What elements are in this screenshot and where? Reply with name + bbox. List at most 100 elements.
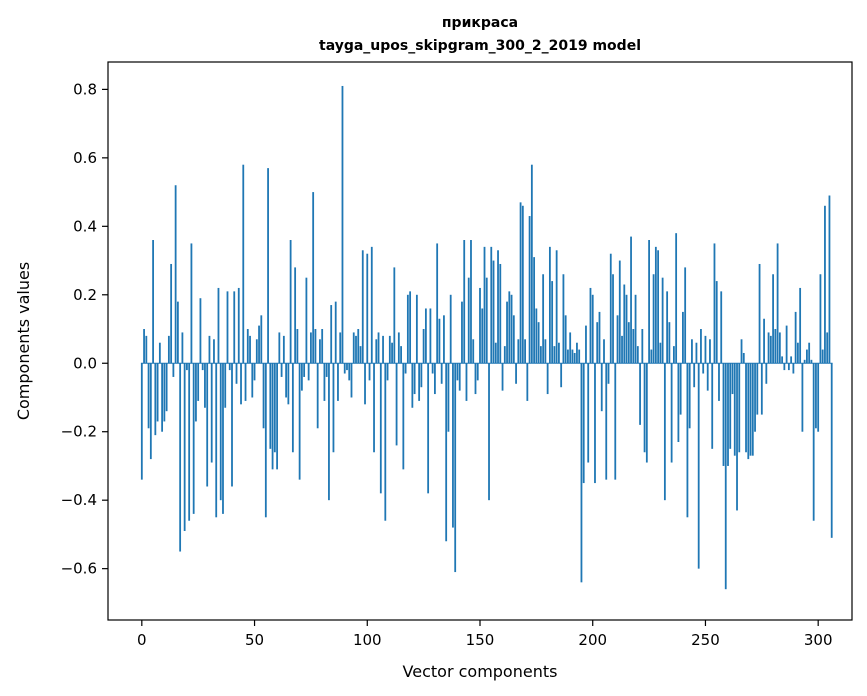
bar-230 (659, 342, 662, 364)
bar-223 (643, 363, 646, 453)
bar-56 (267, 168, 269, 364)
bar-288 (790, 356, 793, 364)
bar-105 (377, 332, 380, 364)
bar-270 (749, 363, 752, 456)
x-tick-label: 250 (691, 631, 720, 649)
bar-221 (639, 363, 641, 425)
bar-178 (542, 274, 545, 364)
bar-165 (512, 315, 515, 364)
bar-238 (677, 363, 680, 442)
bar-177 (539, 346, 542, 364)
bar-196 (582, 363, 585, 484)
bar-296 (808, 342, 811, 364)
bar-17 (179, 363, 182, 552)
bar-240 (682, 311, 684, 364)
bar-304 (826, 332, 829, 364)
bar-148 (474, 363, 477, 395)
bar-258 (722, 363, 725, 466)
bar-40 (231, 363, 233, 487)
bar-103 (373, 363, 375, 453)
bar-4 (149, 363, 152, 460)
bar-282 (776, 243, 779, 364)
bar-257 (720, 291, 723, 364)
x-tick-label: 0 (137, 631, 147, 649)
bar-63 (282, 335, 285, 364)
bar-138 (452, 363, 454, 528)
bar-20 (186, 363, 188, 371)
bar-245 (693, 363, 696, 388)
bar-195 (580, 363, 583, 583)
bar-162 (506, 301, 508, 364)
bar-44 (240, 363, 242, 405)
bar-119 (409, 291, 412, 364)
bar-276 (763, 318, 765, 364)
bar-172 (528, 216, 531, 364)
bar-71 (300, 363, 303, 391)
bar-80 (321, 329, 324, 364)
bar-184 (555, 250, 558, 364)
bar-171 (526, 363, 529, 401)
bar-84 (330, 305, 333, 364)
bar-243 (688, 363, 691, 429)
bar-185 (558, 342, 560, 364)
bar-49 (251, 363, 254, 398)
bar-22 (190, 243, 193, 364)
x-axis-label: Vector components (403, 662, 558, 681)
bar-85 (332, 363, 335, 453)
bar-97 (359, 346, 362, 364)
bar-47 (246, 329, 249, 364)
bar-155 (490, 246, 493, 364)
bar-82 (325, 363, 328, 377)
y-tick-label: −0.6 (61, 560, 97, 578)
bar-227 (652, 274, 655, 364)
bar-75 (310, 332, 312, 364)
bar-110 (388, 335, 391, 364)
bar-231 (661, 277, 664, 364)
x-tick-label: 200 (578, 631, 607, 649)
bar-24 (195, 363, 197, 422)
bar-73 (305, 277, 308, 364)
bar-219 (634, 294, 637, 364)
bar-183 (553, 346, 556, 364)
bar-45 (242, 164, 245, 364)
bar-182 (551, 281, 554, 364)
bar-262 (731, 363, 734, 395)
bar-50 (253, 363, 256, 381)
bar-234 (668, 322, 671, 364)
bar-246 (695, 342, 698, 364)
bar-229 (657, 250, 660, 364)
bar-168 (519, 202, 522, 364)
bar-159 (499, 263, 502, 364)
bar-149 (476, 363, 479, 381)
bar-156 (492, 260, 495, 364)
y-tick-label: 0.6 (73, 149, 97, 167)
bar-266 (740, 339, 743, 364)
bar-89 (341, 85, 344, 364)
bar-48 (249, 335, 251, 364)
bar-3 (147, 363, 150, 429)
bar-253 (711, 363, 714, 449)
bar-242 (686, 363, 689, 518)
bar-254 (713, 243, 716, 364)
bar-166 (515, 363, 517, 384)
bar-78 (316, 363, 319, 429)
bar-54 (262, 363, 265, 429)
bar-193 (576, 342, 578, 364)
bar-64 (285, 363, 288, 398)
bar-232 (663, 363, 666, 501)
bar-175 (535, 308, 538, 364)
bar-303 (824, 205, 826, 364)
bar-217 (630, 236, 632, 364)
bar-267 (742, 352, 745, 364)
bar-76 (312, 192, 315, 364)
bar-116 (402, 363, 405, 470)
bar-153 (485, 277, 488, 364)
bar-216 (627, 322, 630, 364)
bar-30 (208, 335, 211, 364)
bar-268 (745, 363, 747, 453)
bar-203 (598, 311, 601, 364)
bar-59 (273, 363, 276, 453)
bar-77 (314, 329, 317, 364)
bar-114 (397, 332, 400, 364)
